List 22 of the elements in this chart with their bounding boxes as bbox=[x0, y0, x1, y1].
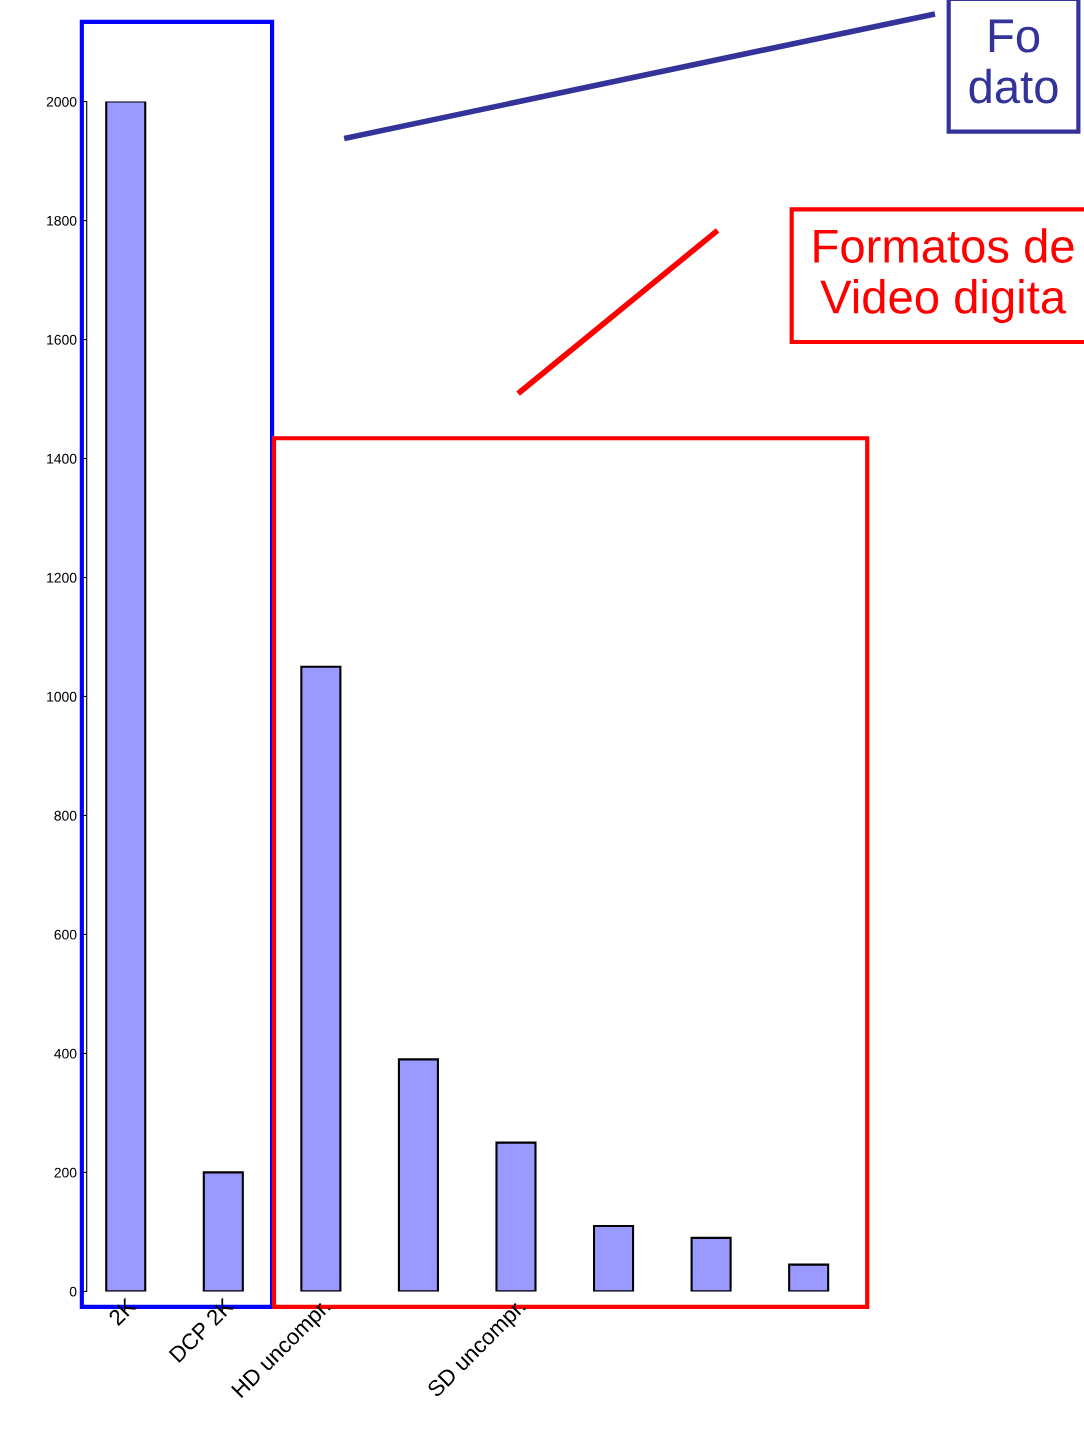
y-tick-label: 1800 bbox=[47, 215, 77, 226]
y-tick-label: 2000 bbox=[46, 96, 77, 107]
bar bbox=[495, 1141, 537, 1292]
y-tick-label: 1200 bbox=[47, 572, 77, 583]
bar bbox=[202, 1171, 244, 1292]
bar bbox=[592, 1224, 635, 1292]
y-tick-label: 200 bbox=[54, 1167, 77, 1178]
y-tick-label: 1400 bbox=[47, 453, 77, 464]
bar bbox=[105, 101, 147, 1292]
bar bbox=[397, 1058, 439, 1292]
annotation: Formatos de Video digita bbox=[814, 228, 1074, 324]
bar bbox=[788, 1263, 830, 1292]
bar bbox=[690, 1236, 732, 1292]
y-tick-label: 0 bbox=[69, 1286, 77, 1297]
y-tick-label: 1000 bbox=[47, 691, 77, 702]
y-tick-label: 1600 bbox=[47, 334, 77, 345]
bar bbox=[300, 665, 342, 1292]
y-tick-label: 800 bbox=[54, 810, 77, 821]
text: Fo dato bbox=[969, 19, 1058, 104]
x-tick-label: 2K bbox=[107, 1296, 137, 1327]
y-tick-label: 400 bbox=[54, 1048, 77, 1059]
y-tick-label: 600 bbox=[54, 929, 77, 940]
